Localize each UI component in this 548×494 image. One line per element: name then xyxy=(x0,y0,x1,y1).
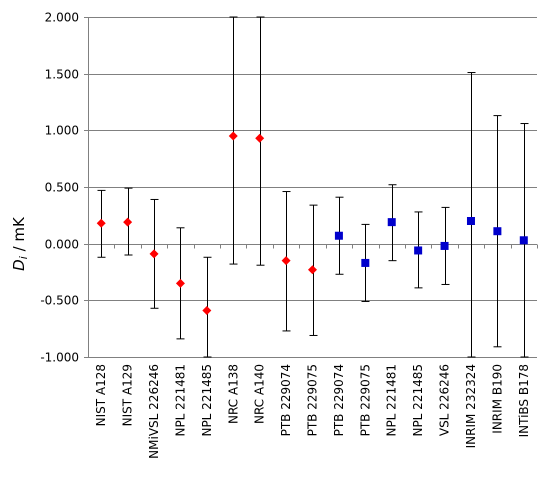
x-category-label: PTB 229074 xyxy=(279,364,293,436)
y-axis-title-main: D xyxy=(10,259,28,271)
data-point-diamond xyxy=(123,217,133,227)
data-point-square xyxy=(493,227,502,236)
y-axis-title: Di / mK xyxy=(10,216,30,271)
x-category-labels: NIST A128 NIST A129 NMiVSL 226246 NPL 22148… xyxy=(94,364,531,459)
x-category-label: INRIM B190 xyxy=(490,364,504,434)
x-category-label: NMiVSL 226246 xyxy=(147,364,161,459)
y-tick-label: 0.500 xyxy=(45,181,79,195)
y-tick-label: 0.000 xyxy=(45,238,79,252)
data-point-diamond xyxy=(149,249,159,259)
y-axis-title-unit: / mK xyxy=(10,216,28,256)
y-tick-label: -1.000 xyxy=(40,351,79,365)
x-category-label: INTiBS B178 xyxy=(517,364,531,437)
x-category-label: PTB 229075 xyxy=(358,364,372,436)
x-category-label: NRC A140 xyxy=(253,364,267,424)
data-point-square xyxy=(440,241,449,250)
data-point-square xyxy=(466,217,475,225)
data-point-diamond xyxy=(202,306,212,316)
x-category-label: NPL 221481 xyxy=(173,364,187,437)
data-point-diamond xyxy=(175,278,185,288)
gridlines xyxy=(88,17,537,358)
data-point-diamond xyxy=(228,131,238,141)
axes xyxy=(84,17,538,358)
data-point-square xyxy=(414,246,423,255)
data-point-square xyxy=(387,218,396,227)
data-point-square xyxy=(519,236,528,245)
y-tick-label: 2.000 xyxy=(45,11,79,25)
y-tick-label: -0.500 xyxy=(40,294,79,308)
data-point-diamond xyxy=(281,256,291,266)
y-axis-title-subscript: i xyxy=(17,256,30,259)
x-category-label: NPL 221485 xyxy=(200,364,214,437)
x-category-label: INRIM 232324 xyxy=(464,364,478,448)
x-category-label: VSL 226246 xyxy=(438,364,452,436)
data-point-square xyxy=(334,231,343,240)
y-tick-label: 1.500 xyxy=(45,68,79,82)
x-category-label: NIST A128 xyxy=(94,364,108,426)
data-point-diamond xyxy=(308,265,317,275)
x-category-label: NIST A129 xyxy=(121,364,135,426)
y-tick-label: 1.000 xyxy=(45,124,79,138)
x-category-label: PTB 229074 xyxy=(332,364,346,436)
y-tick-labels: 2.000 1.500 1.000 0.500 0.000 -0.500 -1.000 xyxy=(40,11,79,365)
x-category-label: NPL 221481 xyxy=(385,364,399,437)
x-category-label: NRC A138 xyxy=(226,364,240,424)
data-point-diamond xyxy=(96,218,106,228)
data-markers xyxy=(96,131,528,316)
data-point-square xyxy=(361,258,370,267)
data-point-diamond xyxy=(255,133,265,143)
x-category-label: PTB 229075 xyxy=(306,364,320,436)
x-category-label: NPL 221485 xyxy=(411,364,425,437)
